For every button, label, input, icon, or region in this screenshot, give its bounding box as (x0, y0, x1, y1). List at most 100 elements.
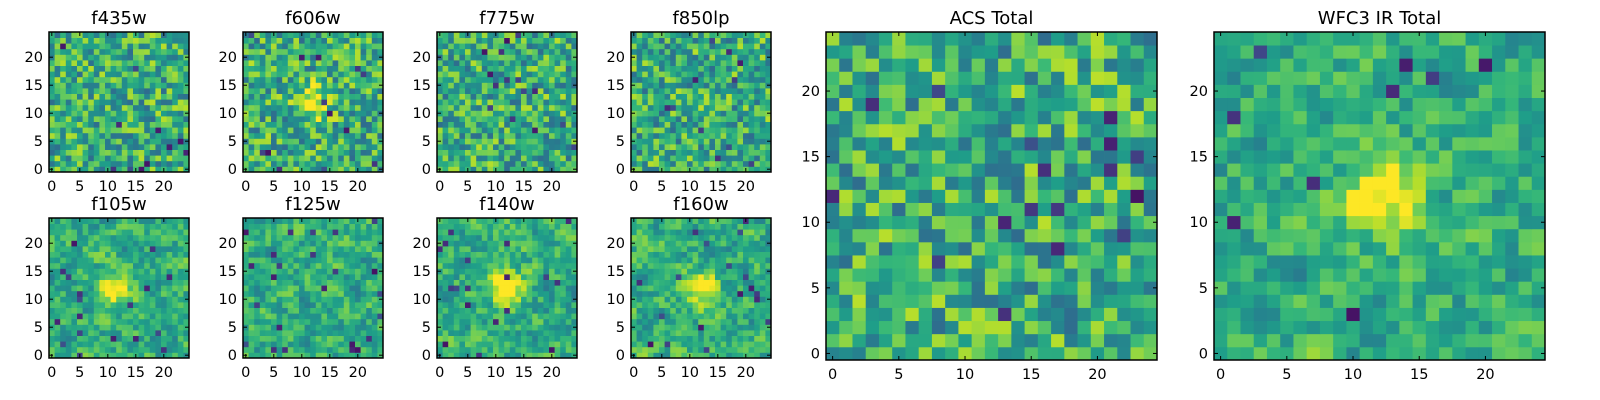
heatmap-cell (259, 37, 266, 44)
heatmap-cell (310, 65, 317, 72)
heatmap-cell (703, 346, 710, 353)
heatmap-cell (271, 302, 277, 308)
heatmap-cell (310, 290, 317, 297)
heatmap-cell (133, 234, 139, 241)
heatmap-cell (554, 352, 561, 359)
heatmap-cell (560, 54, 567, 61)
heatmap-cell (560, 268, 567, 275)
heatmap-cell (327, 318, 333, 325)
heatmap-cell (687, 43, 693, 50)
heatmap-cells-f606w (243, 32, 384, 173)
heatmap-cell (166, 324, 173, 331)
heatmap-cell (549, 93, 555, 100)
heatmap-cell (54, 93, 61, 100)
heatmap-cell (144, 116, 151, 122)
heatmap-cell (161, 246, 167, 252)
heatmap-cell (681, 335, 688, 342)
heatmap-cell (293, 324, 300, 331)
heatmap-cell (355, 54, 361, 61)
heatmap-cell (105, 99, 111, 106)
heatmap-cell (105, 104, 111, 111)
heatmap-cell (687, 290, 693, 297)
heatmap-cell (82, 352, 89, 359)
heatmap-cell (149, 166, 156, 173)
heatmap-cell (715, 104, 721, 111)
heatmap-cell (571, 307, 578, 314)
heatmap-cell (332, 144, 339, 150)
heatmap-cell (99, 246, 106, 252)
heatmap-cell (304, 155, 311, 162)
heatmap-cell (453, 149, 460, 156)
heatmap-cell (172, 32, 179, 38)
heatmap-cell (371, 132, 378, 139)
heatmap-cell (172, 341, 179, 348)
heatmap-cell (121, 121, 128, 128)
heatmap-cell (493, 37, 499, 44)
heatmap-cell (65, 246, 72, 252)
heatmap-cell (437, 99, 443, 106)
heatmap-cell (653, 82, 660, 89)
heatmap-cell (476, 60, 483, 66)
heatmap-cell (299, 341, 305, 348)
heatmap-cell (526, 116, 533, 122)
heatmap-cell (453, 93, 460, 100)
heatmap-cell (692, 60, 699, 66)
heatmap-cell (105, 149, 111, 156)
x-tick-label: 10 (487, 179, 505, 195)
heatmap-cell (470, 160, 477, 167)
heatmap-cell (327, 71, 333, 78)
heatmap-cell (565, 318, 572, 325)
heatmap-cell (321, 54, 328, 61)
heatmap-cell (155, 99, 162, 106)
heatmap-cell (65, 268, 72, 275)
heatmap-cell (481, 60, 488, 66)
heatmap-cell (366, 32, 373, 38)
heatmap-cell (321, 307, 328, 314)
x-tick-label: 20 (155, 365, 173, 381)
heatmap-cell (565, 274, 572, 280)
heatmap-cell (664, 352, 671, 359)
heatmap-cell (448, 110, 455, 117)
heatmap-cell (487, 99, 494, 106)
heatmap-cell (709, 335, 716, 342)
heatmap-cell (715, 279, 721, 286)
heatmap-cell (327, 155, 333, 162)
heatmap-cell (343, 246, 350, 252)
heatmap-cell (248, 82, 255, 89)
heatmap-cell (293, 60, 300, 66)
heatmap-cell (437, 302, 443, 308)
heatmap-cell (332, 43, 339, 50)
heatmap-cell (532, 65, 539, 72)
heatmap-cell (493, 48, 499, 55)
heatmap-cell (99, 307, 106, 314)
heatmap-cell (71, 43, 78, 50)
heatmap-cell (310, 132, 317, 139)
heatmap-cell (71, 32, 78, 38)
heatmap-cell (172, 160, 179, 167)
heatmap-cell (560, 138, 567, 145)
heatmap-cell (731, 71, 738, 78)
heatmap-cell (470, 268, 477, 275)
heatmap-cell (698, 318, 705, 325)
heatmap-cell (293, 149, 300, 156)
heatmap-cell (743, 99, 749, 106)
heatmap-cell (116, 132, 123, 139)
heatmap-cell (121, 37, 128, 44)
heatmap-cell (254, 251, 261, 258)
heatmap-cell (183, 246, 190, 252)
heatmap-cell (543, 54, 550, 61)
heatmap-cell (647, 318, 654, 325)
heatmap-cell (138, 346, 145, 353)
heatmap-cell (754, 160, 761, 167)
heatmap-cell (60, 116, 67, 122)
heatmap-cell (82, 218, 89, 224)
heatmap-cell (127, 99, 134, 106)
heatmap-cell (254, 160, 261, 167)
heatmap-cell (321, 138, 328, 145)
heatmap-cell (476, 99, 483, 106)
heatmap-cell (521, 149, 527, 156)
heatmap-cell (65, 296, 72, 303)
heatmap-cell (571, 335, 578, 342)
heatmap-cell (276, 352, 283, 359)
heatmap-cell (481, 71, 488, 78)
